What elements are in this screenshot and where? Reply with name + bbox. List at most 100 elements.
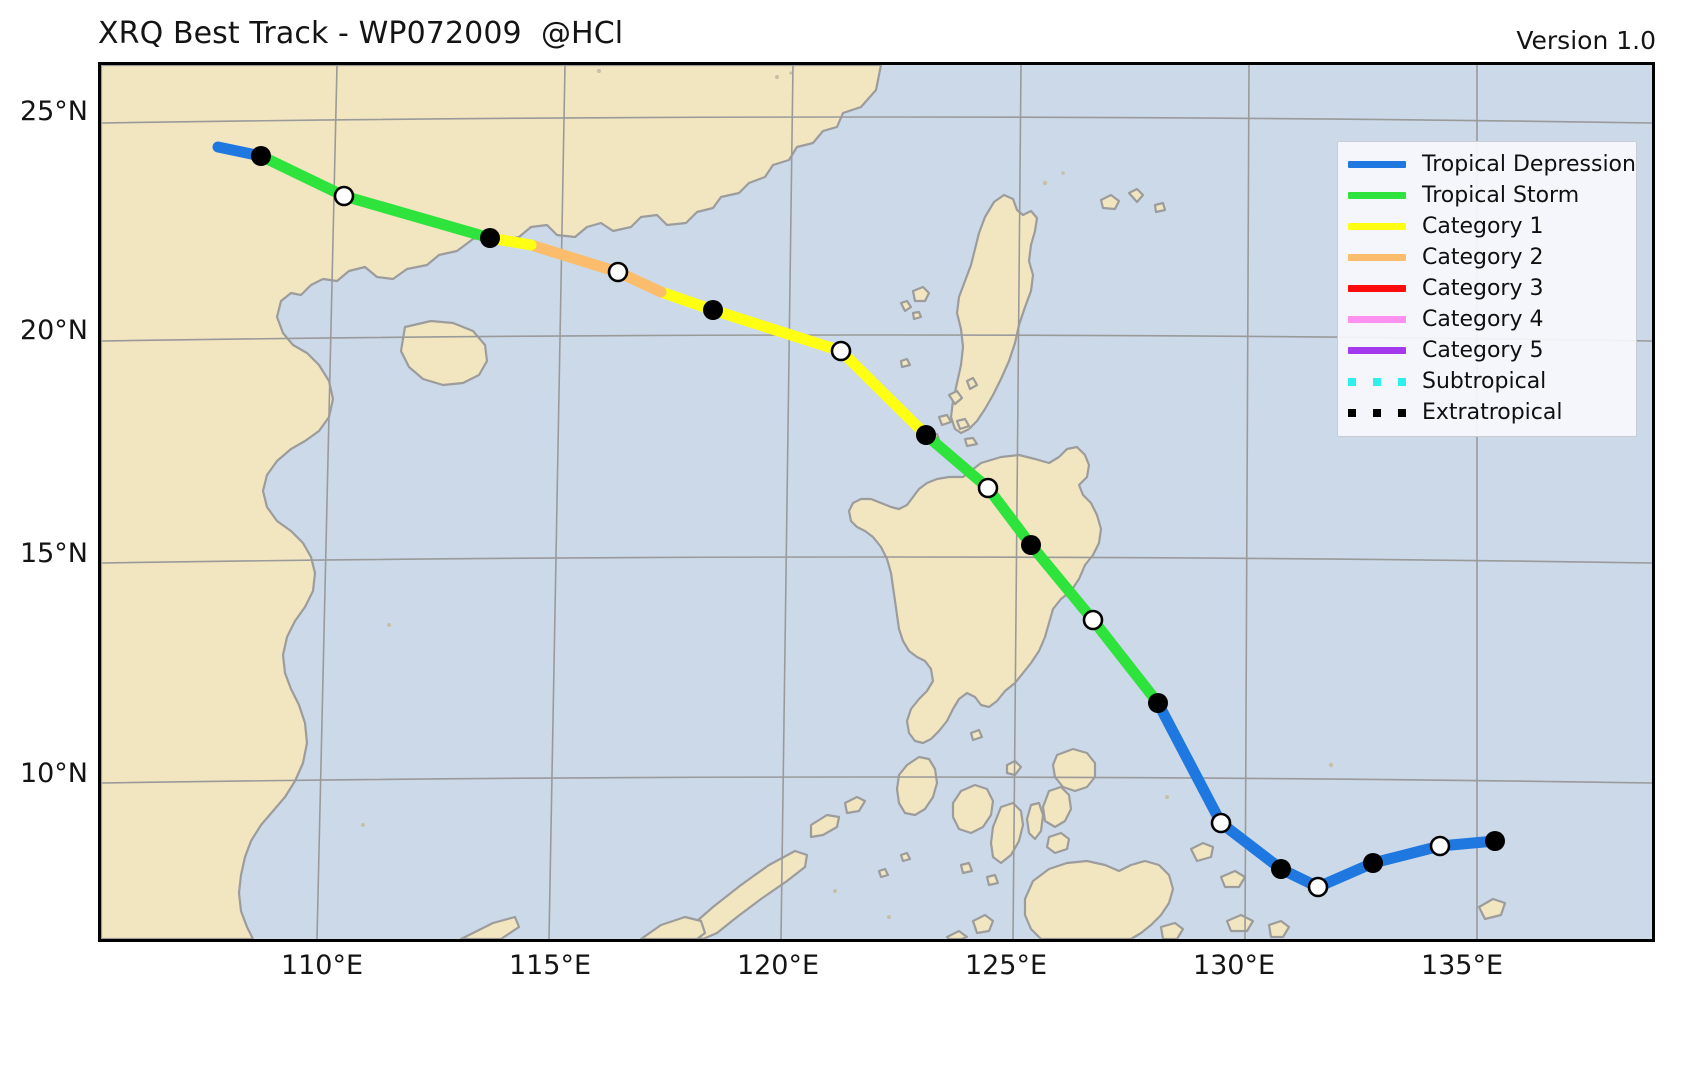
borneo-tip	[639, 915, 707, 939]
legend-label-category-1: Category 1	[1422, 213, 1544, 239]
track-marker-filled	[1485, 831, 1505, 851]
y-tick-label-25N: 25°N	[19, 96, 88, 127]
bohol-island	[1045, 831, 1071, 855]
islet-east-3	[1225, 913, 1255, 933]
mindoro-island	[895, 755, 939, 817]
track-marker-open	[333, 185, 355, 207]
legend-item-subtropical[interactable]: Subtropical	[1348, 366, 1626, 397]
islet-sw-2	[899, 851, 912, 863]
sulu-islet-2	[945, 929, 969, 939]
grid-lon-110	[548, 65, 566, 939]
islet-luzon-n	[899, 357, 912, 369]
islet-ne-3	[1153, 201, 1167, 214]
legend-item-category-2[interactable]: Category 2	[1348, 242, 1626, 273]
islet-vietnam-south	[459, 915, 521, 939]
x-tick-label-120E: 120°E	[736, 950, 820, 981]
page-title: XRQ Best Track - WP072009 @HCl	[98, 16, 624, 51]
x-tick-label-110E: 110°E	[280, 950, 364, 981]
grid-lat-25	[101, 116, 1652, 124]
marker-filled-group	[251, 146, 1505, 879]
legend-swatch-tropical-storm	[1348, 192, 1406, 199]
marker-open-group	[333, 185, 1451, 898]
islet-east-1	[1189, 841, 1215, 863]
legend-item-category-3[interactable]: Category 3	[1348, 273, 1626, 304]
x-tick-label-125E: 125°E	[964, 950, 1048, 981]
track-marker-filled	[1363, 853, 1383, 873]
islet-sw-3	[959, 861, 974, 875]
babuyan-islet-4	[955, 417, 971, 431]
legend-swatch-tropical-depression	[1348, 161, 1406, 168]
legend-item-category-4[interactable]: Category 4	[1348, 304, 1626, 335]
penghu-islet	[899, 299, 913, 313]
islet-ne-1	[1099, 193, 1121, 211]
track-marker-filled	[251, 146, 271, 166]
legend-item-category-5[interactable]: Category 5	[1348, 335, 1626, 366]
legend-swatch-category-2	[1348, 254, 1406, 261]
legend-panel[interactable]: Tropical Depression Tropical Storm Categ…	[1337, 141, 1637, 437]
x-tick-label-135E: 135°E	[1420, 950, 1504, 981]
track-marker-filled	[1271, 859, 1291, 879]
track-marker-open	[1082, 609, 1104, 631]
legend-swatch-category-1	[1348, 223, 1406, 230]
islet-east-4	[1159, 921, 1185, 939]
grid-lon-115	[780, 65, 794, 939]
grid-lat-10	[101, 776, 1652, 784]
legend-label-extratropical: Extratropical	[1422, 399, 1563, 425]
track-marker-open	[1307, 876, 1329, 898]
islet-east-5	[1267, 919, 1291, 939]
sulu-islet-1	[971, 913, 995, 935]
legend-item-tropical-storm[interactable]: Tropical Storm	[1348, 180, 1626, 211]
mindanao-island	[1023, 859, 1175, 939]
x-tick-label-130E: 130°E	[1192, 950, 1276, 981]
luzon-island	[847, 445, 1103, 745]
track-marker-open	[977, 477, 999, 499]
mainland-asia	[101, 65, 883, 939]
track-marker-open	[1210, 812, 1232, 834]
islet-sw-1	[877, 867, 890, 879]
islet-sw-6	[969, 728, 984, 742]
babuyan-islet-3	[937, 413, 953, 427]
penghu-islands	[911, 285, 931, 303]
grid-lon-120	[1012, 65, 1022, 939]
x-tick-label-115E: 115°E	[508, 950, 592, 981]
grid-lat-15	[101, 556, 1652, 564]
y-tick-label-10N: 10°N	[19, 758, 88, 789]
legend-swatch-category-4	[1348, 316, 1406, 323]
coast-specks	[361, 69, 1334, 919]
legend-swatch-subtropical	[1348, 377, 1406, 386]
palawan-north	[809, 813, 841, 839]
track-marker-open	[830, 340, 852, 362]
map-plot-area[interactable]: Tropical Depression Tropical Storm Categ…	[98, 62, 1655, 942]
legend-label-category-5: Category 5	[1422, 337, 1544, 363]
babuyan-islet-6	[963, 436, 979, 448]
leyte-island	[1041, 785, 1073, 829]
y-tick-label-20N: 20°N	[19, 315, 88, 346]
legend-item-tropical-depression[interactable]: Tropical Depression	[1348, 149, 1636, 180]
babuyan-islet-1	[947, 389, 964, 406]
samar-island	[1051, 747, 1097, 793]
legend-label-subtropical: Subtropical	[1422, 368, 1547, 394]
legend-label-category-4: Category 4	[1422, 306, 1544, 332]
panay-island	[951, 783, 995, 835]
negros-island	[989, 801, 1025, 865]
legend-item-extratropical[interactable]: Extratropical	[1348, 397, 1626, 428]
penghu-islet-2	[911, 310, 923, 321]
track-markers[interactable]	[251, 146, 1505, 898]
cebu-island	[1025, 801, 1045, 841]
islet-east-2	[1219, 869, 1247, 889]
babuyan-islet-2	[965, 376, 979, 391]
track-marker-filled	[703, 300, 723, 320]
y-tick-label-15N: 15°N	[19, 538, 88, 569]
legend-item-category-1[interactable]: Category 1	[1348, 211, 1626, 242]
version-label: Version 1.0	[1516, 26, 1656, 55]
graticule-grid	[101, 65, 1652, 939]
legend-swatch-category-3	[1348, 285, 1406, 292]
islet-sw-4	[985, 873, 1000, 887]
legend-swatch-extratropical	[1348, 408, 1406, 417]
track-marker-open	[1429, 835, 1451, 857]
grid-lon-105	[316, 65, 338, 939]
islet-far-east	[1477, 897, 1507, 921]
track-marker-open	[607, 261, 629, 283]
taiwan	[949, 193, 1039, 435]
track-marker-filled	[480, 228, 500, 248]
